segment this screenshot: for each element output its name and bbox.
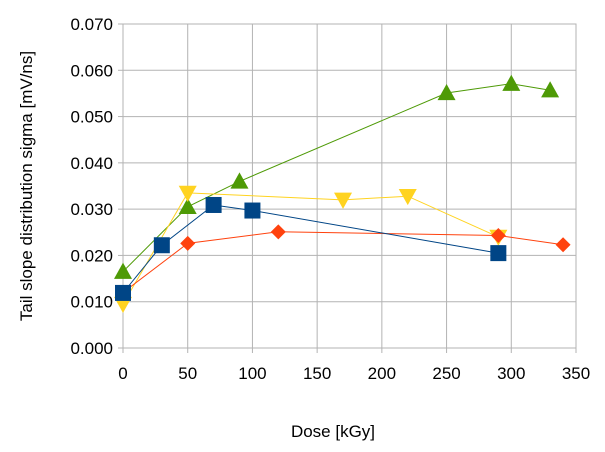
- x-axis-title: Dose [kGy]: [291, 422, 375, 441]
- x-tick-label: 100: [238, 364, 266, 383]
- x-tick-label: 200: [368, 364, 396, 383]
- y-tick-label: 0.030: [70, 200, 113, 219]
- red-diamonds-point: [555, 237, 571, 253]
- y-tick-label: 0.010: [70, 293, 113, 312]
- red-diamonds-point: [490, 228, 506, 244]
- x-tick-label: 300: [497, 364, 525, 383]
- x-axis-ticks: 0 50 100 150 200 250 300 350: [118, 348, 590, 383]
- plot-area-frame: [122, 23, 577, 349]
- green-triangles-point: [541, 81, 560, 98]
- y-tick-label: 0.060: [70, 61, 113, 80]
- yellow-triangles-point: [178, 185, 197, 202]
- red-diamonds-point: [270, 224, 286, 240]
- green-triangles-point: [178, 197, 197, 215]
- green-triangles-point: [114, 262, 132, 279]
- blue-squares-point: [205, 196, 222, 213]
- y-axis-ticks: 0.000 0.010 0.020 0.030 0.040 0.050 0.060 0.070: [70, 15, 123, 358]
- red-diamonds-point: [180, 235, 196, 251]
- y-tick-label: 0.070: [70, 15, 113, 34]
- series-group: [114, 74, 571, 314]
- series-blue-squares: [115, 196, 507, 301]
- y-axis-title: Tail slope distribution sigma [mV/ns]: [17, 51, 36, 321]
- blue-squares-point: [115, 284, 131, 301]
- y-tick-label: 0.020: [70, 246, 113, 265]
- x-tick-label: 150: [303, 364, 331, 383]
- yellow-triangles-point: [398, 188, 417, 206]
- y-tick-label: 0.050: [70, 108, 113, 127]
- blue-squares-point: [490, 245, 507, 262]
- x-tick-label: 250: [432, 364, 460, 383]
- green-triangles-point: [437, 83, 456, 101]
- x-tick-label: 0: [118, 364, 127, 383]
- blue-squares-point: [153, 237, 170, 254]
- green-triangles-point: [502, 74, 521, 91]
- y-tick-label: 0.000: [70, 339, 113, 358]
- green-triangles-point: [230, 172, 249, 189]
- yellow-triangles-point: [334, 192, 353, 209]
- y-tick-label: 0.040: [70, 154, 113, 173]
- x-tick-label: 350: [562, 364, 590, 383]
- blue-squares-point: [244, 202, 261, 219]
- x-tick-label: 50: [178, 364, 197, 383]
- series-green-triangles: [114, 74, 560, 279]
- green-triangles-line: [122, 83, 551, 272]
